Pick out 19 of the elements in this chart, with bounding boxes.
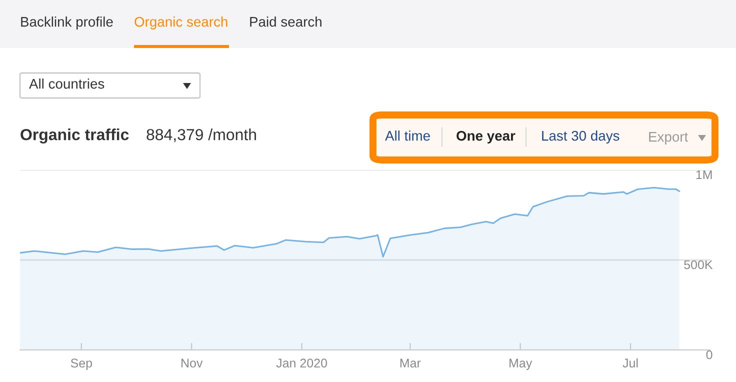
x-tick-label: Nov [182, 358, 203, 368]
x-tick-label: Jan 2020 [276, 358, 328, 368]
text: Organic search [134, 16, 228, 30]
x-tick-label: May [510, 358, 532, 370]
y-tick-label: 0 [706, 350, 712, 360]
text: Last 30 days [542, 130, 620, 144]
chart-subtitle: 884,379 /month [146, 128, 256, 142]
x-tick-label: Mar [400, 358, 421, 368]
text: One year [456, 130, 516, 144]
text: Paid search [250, 16, 322, 27]
x-tick-label: Jul [622, 358, 638, 368]
y-tick-label: 1M [696, 170, 712, 180]
text: Backlink profile [21, 16, 113, 30]
x-tick-label: Sep [70, 358, 92, 370]
text: All time [385, 130, 430, 141]
text: Export [649, 132, 688, 144]
text: All countries [29, 78, 104, 89]
chart-title: Organic traffic [20, 128, 129, 144]
y-tick-label: 500K [684, 260, 713, 270]
